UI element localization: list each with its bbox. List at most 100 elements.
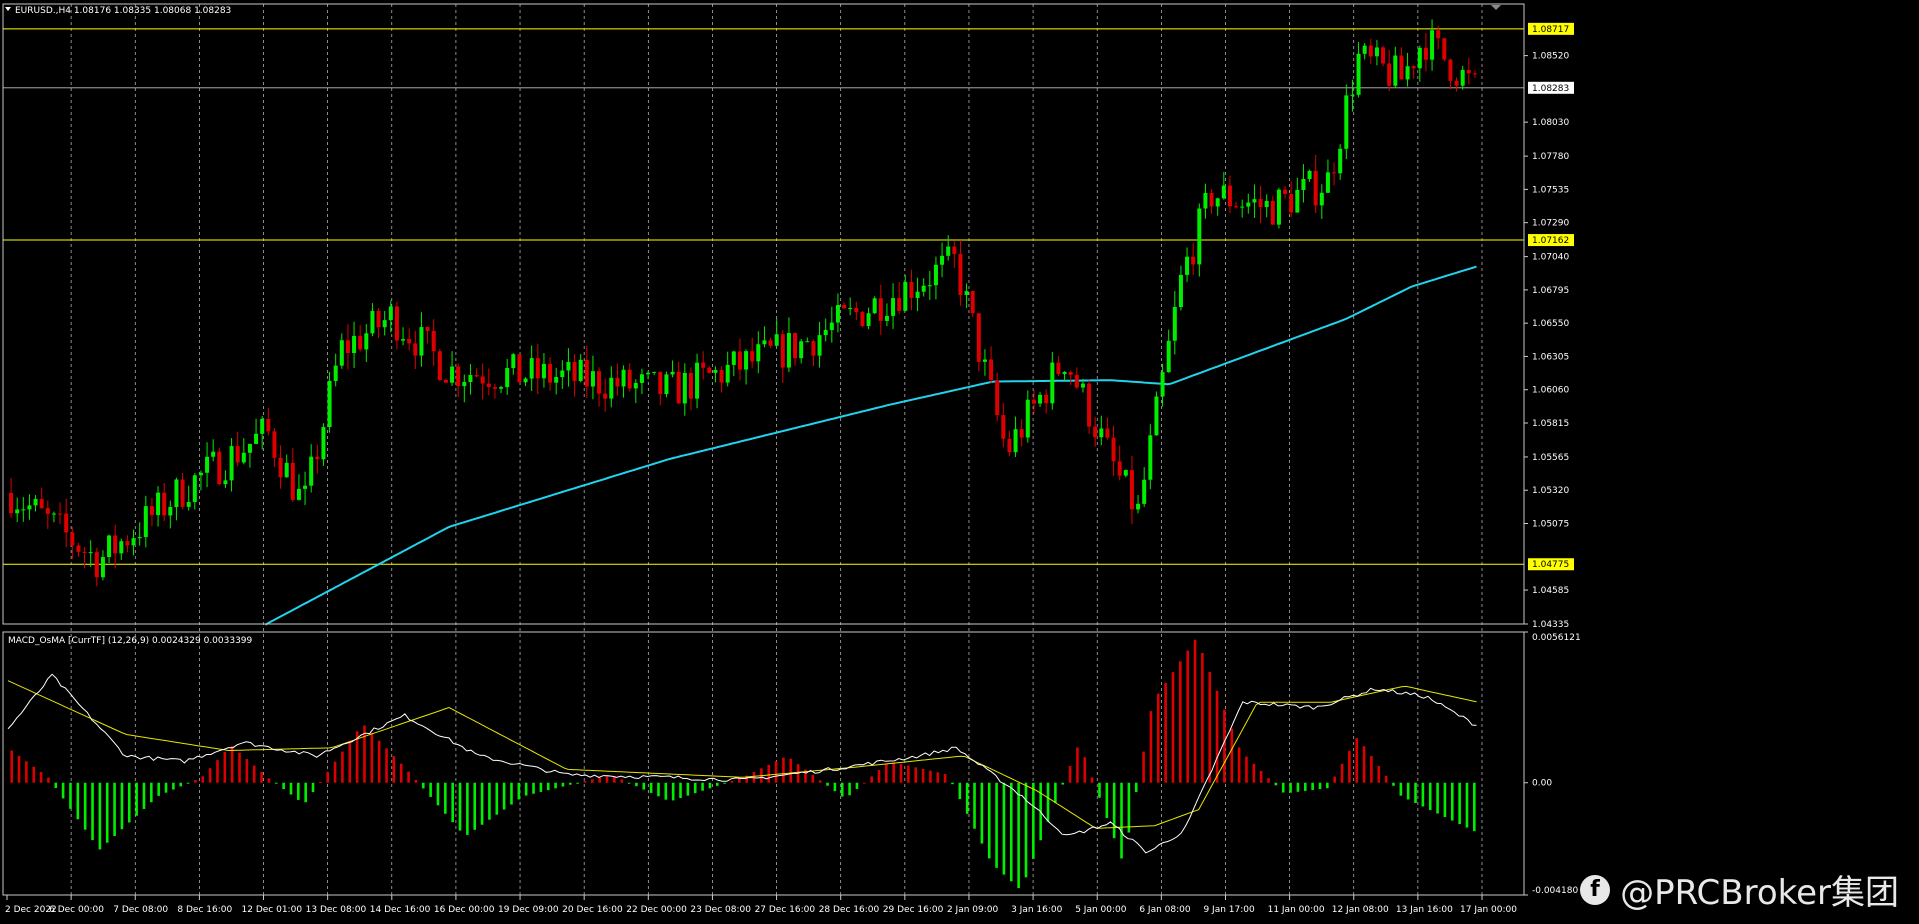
osma-bar [532,782,535,794]
macd-line [7,673,1477,854]
candle-body [1056,362,1061,375]
moving-average-line [264,265,1477,626]
osma-bar [774,761,778,783]
osma-bar [613,776,616,783]
candle-body [1460,69,1465,86]
candle-body [1178,274,1183,308]
osma-bar [1406,782,1410,800]
candle-body [1074,374,1079,388]
candle-body [842,305,847,309]
osma-bar [1318,782,1322,790]
candle-body [744,351,749,370]
candle-body [1105,428,1110,438]
time-label: 27 Dec 16:00 [755,905,816,915]
osma-bar [1289,782,1292,793]
osma-bar [1274,782,1278,786]
candle-body [1301,178,1306,190]
price-tick-label: 1.08030 [1532,118,1569,128]
candle-body [1252,199,1257,203]
osma-bar [1421,782,1425,807]
candle-body [309,456,314,486]
candle-body [1307,170,1312,179]
shift-marker-icon[interactable] [1491,5,1501,10]
candle-body [891,298,896,316]
osma-bar [1046,782,1050,822]
osma-bar [47,777,50,783]
candle-body [780,334,785,368]
candle-body [156,492,161,516]
osma-bar [929,770,932,783]
candle-body [382,320,387,328]
candle-body [970,291,975,314]
osma-bar [414,780,418,783]
osma-bar [186,782,190,784]
candle-body [909,281,914,298]
candle-body [107,535,112,558]
collapse-arrow-icon[interactable] [5,7,11,11]
osma-bar [230,746,234,783]
osma-bar [524,782,528,796]
osma-bar [326,771,330,783]
osma-bar [1326,782,1329,789]
osma-bar [76,782,80,820]
candle-body [290,462,295,500]
osma-bar [1156,693,1160,783]
osma-bar [311,782,315,793]
candle-body [590,371,595,387]
candle-body [229,446,234,481]
candle-body [1172,307,1177,341]
osma-bar [855,782,859,789]
osma-bar [194,780,197,783]
candle-body [370,310,375,334]
price-label-box [1528,234,1574,247]
osma-bar [1450,782,1454,821]
osma-bar [1090,777,1094,783]
watermark: f @PRCBroker集团 [1580,865,1899,914]
time-label: 12 Dec 01:00 [242,905,303,915]
osma-bar [664,782,668,800]
candle-body [113,535,118,554]
osma-bar [341,751,344,783]
candle-body [1013,429,1018,453]
osma-bar [444,782,447,814]
candle-body [1295,189,1300,213]
candle-body [1313,170,1318,206]
candle-body [823,330,828,336]
price-tick-label: 1.07290 [1532,219,1569,229]
candle-body [517,354,522,383]
candle-body [646,372,651,375]
osma-bar [1465,782,1469,828]
candle-body [1393,55,1398,86]
candle-body [1203,192,1208,209]
candle-body [1356,53,1361,95]
candle-body [1025,399,1030,438]
price-panel-border [2,3,1525,625]
time-label: 19 Dec 09:00 [498,905,559,915]
time-label: 23 Dec 08:00 [690,905,751,915]
candle-body [1093,426,1098,438]
candle-body [774,334,779,346]
candle-body [394,306,399,341]
candle-body [621,369,626,387]
candle-body [1350,94,1355,96]
candle-body [1436,30,1441,39]
candle-body [995,380,1000,416]
price-tick-label: 1.06305 [1532,352,1569,362]
osma-bar [914,767,918,783]
candle-body [217,451,222,485]
candle-body [58,513,63,515]
candle-body [437,351,442,380]
candle-body [707,367,712,373]
candle-body [572,361,577,381]
candle-body [254,433,259,444]
osma-bar [738,778,741,783]
osma-bar [164,782,168,793]
osma-bar [1134,782,1138,793]
indicator-axis: 0.0056121 0.00 -0.004180 [1524,631,1581,896]
osma-bar [208,768,212,783]
candle-body [860,312,865,326]
osma-bar [921,769,925,783]
indicator-tick-label: 0.0056121 [1532,633,1581,643]
time-label: 7 Dec 08:00 [113,905,168,915]
